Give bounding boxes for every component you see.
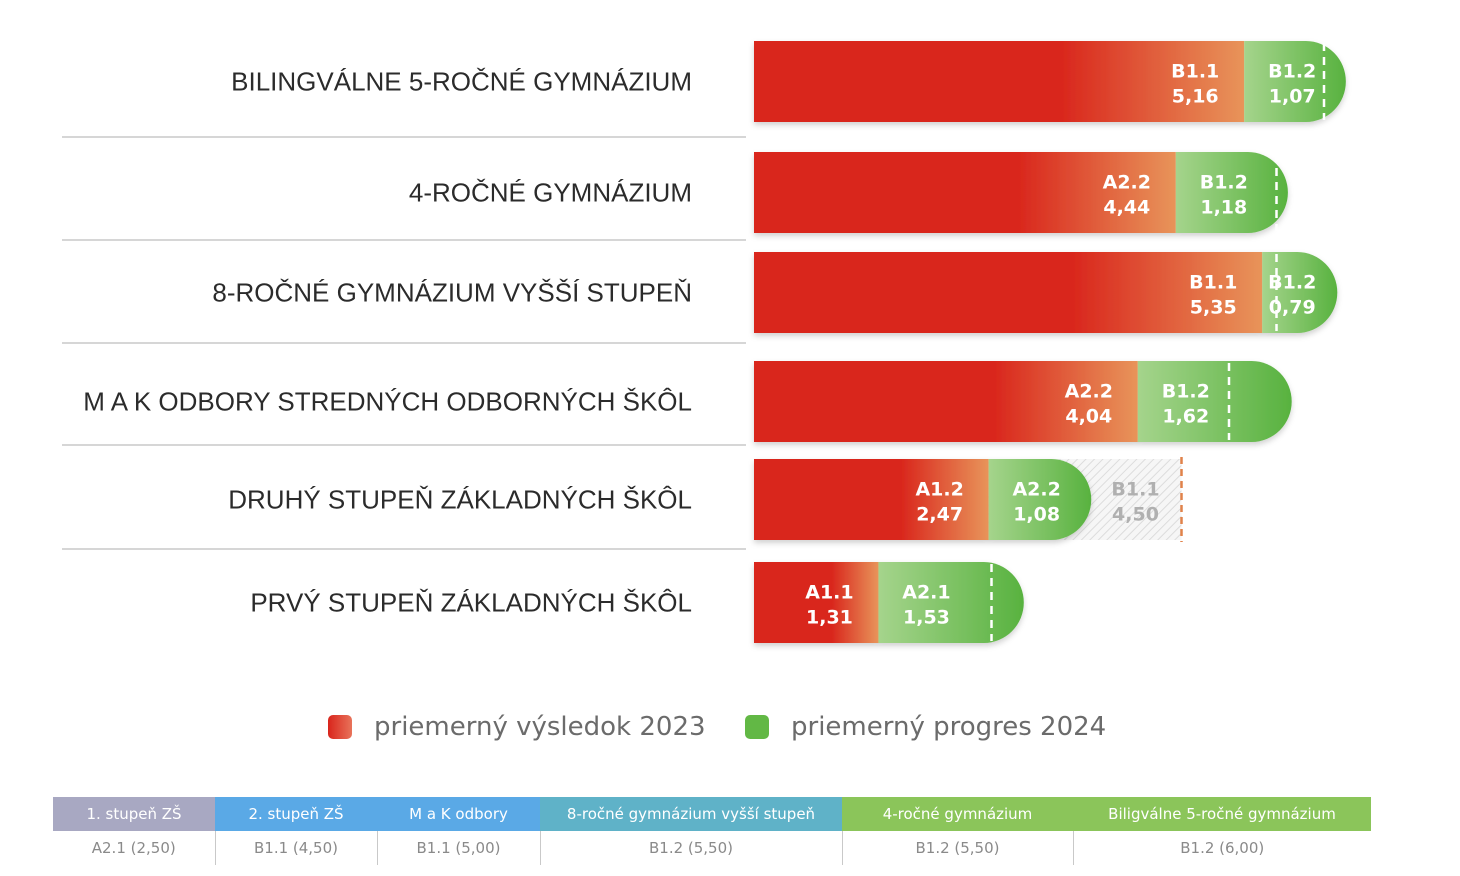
bar-progress-level-label: B1.2 [1200,172,1248,194]
legend: priemerný výsledok 2023 priemerný progre… [0,712,1460,752]
ref-value-4-rocne-gymnazium: B1.2 (5,50) [841,831,1073,865]
ghost-value-label: 4,50 [1112,504,1159,526]
bar-group [754,152,1288,233]
bar-result-value-label: 4,44 [1103,197,1150,219]
category-label: DRUHÝ STUPEŇ ZÁKLADNÝCH ŠKÔL [228,485,692,515]
bar-progress-value-label: 1,08 [1013,504,1060,526]
bar-result-2023 [754,152,1176,233]
bar-result-2023 [754,562,879,643]
bar-progress-value-label: 1,07 [1269,86,1316,108]
bar-progress-value-label: 0,79 [1269,297,1316,319]
legend-label-progress-2024: priemerný progres 2024 [791,712,1107,742]
legend-item-result-2023: priemerný výsledok 2023 [328,712,706,742]
bar-progress-level-label: B1.2 [1162,381,1210,403]
category-label: BILINGVÁLNE 5-ROČNÉ GYMNÁZIUM [231,67,692,97]
bar-group [754,562,1024,643]
bar-result-level-label: A1.2 [915,479,963,501]
bar-progress-2024 [1175,152,1288,233]
category-label: 4-ROČNÉ GYMNÁZIUM [409,178,692,208]
reference-table-value-row: A2.1 (2,50) B1.1 (4,50) B1.1 (5,00) B1.2… [53,831,1371,865]
bar-result-2023 [754,361,1138,442]
bar-result-value-label: 5,16 [1172,86,1219,108]
bar-progress-2024 [1244,41,1346,122]
bar-result-value-label: 1,31 [806,607,853,629]
bar-result-2023 [754,459,989,540]
bar-group [754,459,1092,540]
ref-header-4-rocne-gymnazium: 4-ročné gymnázium [842,797,1073,831]
bar-result-level-label: A2.2 [1103,172,1151,194]
category-label: 8-ROČNÉ GYMNÁZIUM VYŠŠÍ STUPEŇ [212,278,692,308]
chart-area: BILINGVÁLNE 5-ROČNÉ GYMNÁZIUM B1.1 5,16 B1.… [62,41,1346,643]
ghost-level-label: B1.1 [1111,479,1159,501]
ref-value-m-a-k-odbory: B1.1 (5,00) [376,831,540,865]
ref-value-2-stupen-zs: B1.1 (4,50) [214,831,377,865]
ref-header-bilingvalne-gymnazium: Biligválne 5-ročné gymnázium [1073,797,1371,831]
bar-progress-value-label: 1,53 [903,607,950,629]
bar-result-value-label: 2,47 [916,504,963,526]
legend-swatch-result-2023 [328,715,352,739]
bar-result-level-label: B1.1 [1171,61,1219,83]
category-label: PRVÝ STUPEŇ ZÁKLADNÝCH ŠKÔL [250,588,692,618]
bar-group [754,252,1338,333]
category-label: M A K ODBORY STREDNÝCH ODBORNÝCH ŠKÔL [83,387,692,417]
bar-result-2023 [754,41,1245,122]
bar-result-level-label: B1.1 [1189,272,1237,294]
chart-marks: BILINGVÁLNE 5-ROČNÉ GYMNÁZIUM B1.1 5,16 B1.… [62,41,1346,643]
bar-progress-2024 [988,459,1092,540]
ref-header-8-rocne-gymnazium: 8-ročné gymnázium vyšší stupeň [540,797,842,831]
bar-group [754,361,1292,442]
bar-result-value-label: 4,04 [1065,406,1112,428]
bar-group [754,41,1346,122]
bar-result-level-label: A2.2 [1065,381,1113,403]
bar-result-2023 [754,252,1263,333]
bar-progress-value-label: 1,62 [1162,406,1209,428]
bar-progress-2024 [878,562,1024,643]
legend-item-progress-2024: priemerný progres 2024 [745,712,1106,742]
reference-table-header-row: 1. stupeň ZŠ 2. stupeň ZŠ M a K odbory 8… [53,797,1371,831]
legend-swatch-progress-2024 [745,715,769,739]
ref-header-m-a-k-odbory: M a K odbory [377,797,540,831]
ref-value-1-stupen-zs: A2.1 (2,50) [91,839,176,857]
bar-progress-level-label: B1.2 [1268,272,1316,294]
bar-progress-2024 [1137,361,1292,442]
reference-table: 1. stupeň ZŠ 2. stupeň ZŠ M a K odbory 8… [53,797,1371,865]
bar-progress-level-label: A2.1 [902,582,950,604]
ref-value-8-rocne-gymnazium: B1.2 (5,50) [539,831,842,865]
ref-value-bilingvalne-gymnazium: B1.2 (6,00) [1072,831,1371,865]
bar-result-level-label: A1.1 [805,582,853,604]
ref-header-2-stupen-zs: 2. stupeň ZŠ [215,797,377,831]
bar-result-value-label: 5,35 [1190,297,1237,319]
ref-header-1-stupen-zs: 1. stupeň ZŠ [53,797,215,831]
legend-label-result-2023: priemerný výsledok 2023 [374,712,706,742]
bar-progress-value-label: 1,18 [1200,197,1247,219]
bar-progress-2024 [1262,252,1338,333]
bar-progress-level-label: A2.2 [1012,479,1060,501]
bar-progress-level-label: B1.2 [1268,61,1316,83]
